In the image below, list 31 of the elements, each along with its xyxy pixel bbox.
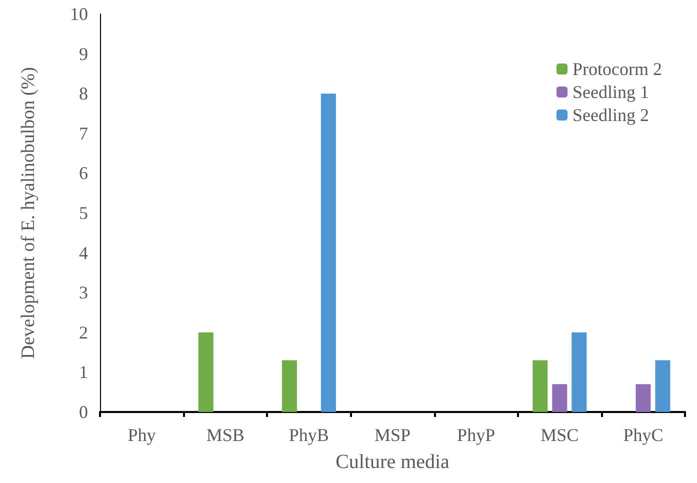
bar	[320, 94, 336, 412]
bar	[636, 384, 651, 412]
bar	[552, 384, 568, 412]
x-axis-title: Culture media	[336, 451, 450, 473]
x-tick-label: PhyP	[457, 425, 496, 445]
bar	[198, 332, 214, 412]
y-tick-label: 7	[79, 123, 88, 144]
y-tick-label: 6	[79, 163, 88, 184]
x-tick-label: MSC	[540, 425, 579, 445]
bar	[532, 360, 548, 412]
y-tick-label: 3	[79, 282, 88, 303]
legend-label: Protocorm 2	[572, 59, 662, 79]
x-tick-label: PhyB	[288, 425, 329, 445]
bar	[572, 332, 587, 412]
y-tick-label: 0	[79, 402, 88, 422]
x-tick-label: Phy	[128, 425, 156, 445]
y-tick-label: 2	[79, 322, 88, 342]
bar	[655, 360, 670, 412]
legend-label: Seedling 2	[572, 105, 650, 125]
y-tick-label: 9	[79, 44, 88, 64]
y-tick-label: 10	[70, 4, 88, 24]
y-tick-label: 5	[79, 203, 88, 223]
x-tick-label: MSP	[374, 425, 411, 445]
y-axis-title: Development of E. hyalinobulbon (%)	[18, 67, 39, 359]
x-tick-label: MSB	[206, 425, 244, 445]
bar	[282, 360, 297, 412]
y-tick-label: 8	[79, 84, 88, 104]
x-tick-label: PhyC	[623, 425, 664, 445]
y-tick-label: 4	[79, 242, 88, 263]
legend-label: Seedling 1	[572, 82, 650, 102]
y-tick-label: 1	[79, 362, 88, 382]
